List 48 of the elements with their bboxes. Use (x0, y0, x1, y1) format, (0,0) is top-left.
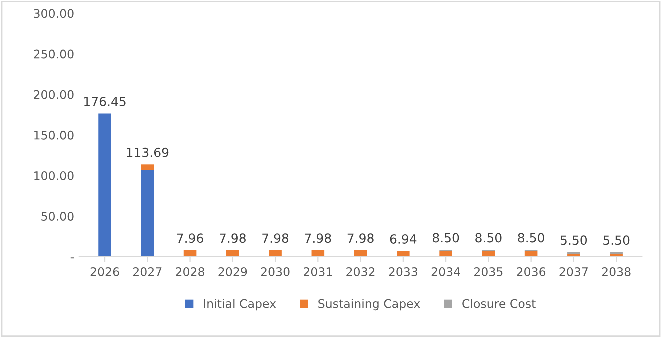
legend-label: Closure Cost (462, 299, 536, 308)
bar (440, 251, 452, 257)
total-label: 7.98 (262, 234, 289, 244)
x-tick-label: 2032 (346, 268, 375, 276)
y-tick-label: 250.00 (34, 50, 74, 59)
x-tick-label: 2033 (389, 268, 418, 276)
total-label: 8.50 (432, 233, 460, 243)
total-label: 7.98 (348, 234, 374, 244)
bar (354, 250, 368, 257)
total-label: 7.98 (220, 234, 246, 244)
total-label: 8.50 (476, 233, 502, 243)
x-tick-label: 2034 (432, 268, 460, 276)
x-tick-label: 2035 (474, 268, 503, 276)
bar (312, 250, 325, 257)
legend-label: Sustaining Capex (318, 299, 420, 311)
x-tick-label: 2036 (517, 268, 546, 276)
y-tick-label: 200.00 (34, 90, 74, 100)
x-tick-label: 2038 (602, 268, 631, 276)
x-tick-label: 2028 (176, 268, 204, 276)
bar (226, 250, 240, 257)
total-label: 5.50 (560, 236, 588, 246)
bar (397, 251, 410, 257)
y-tick-label: - (70, 258, 74, 259)
bar (482, 251, 496, 257)
bar (524, 251, 538, 257)
x-tick-label: 2029 (218, 268, 248, 276)
bar (98, 114, 112, 257)
x-tick-label: 2030 (261, 268, 290, 276)
total-label: 113.69 (127, 148, 169, 158)
bar (269, 250, 282, 257)
bar (141, 170, 154, 257)
y-tick-label: 150.00 (34, 130, 74, 140)
bar (141, 164, 154, 170)
total-label: 6.94 (390, 234, 417, 244)
total-label: 5.50 (604, 236, 630, 246)
total-label: 7.98 (305, 234, 332, 244)
bar (184, 250, 197, 257)
total-label: 7.96 (177, 234, 204, 244)
x-tick-label: 2026 (90, 268, 120, 276)
y-tick-label: 50.00 (42, 212, 74, 221)
total-label: 8.50 (518, 233, 544, 243)
x-tick-label: 2027 (133, 268, 162, 276)
x-tick-label: 2037 (560, 268, 588, 276)
y-tick-label: 100.00 (34, 171, 74, 180)
total-label: 176.45 (84, 97, 126, 106)
legend-label: Initial Capex (204, 299, 276, 311)
y-tick-label: 300.00 (34, 9, 74, 18)
x-tick-label: 2031 (304, 268, 332, 276)
